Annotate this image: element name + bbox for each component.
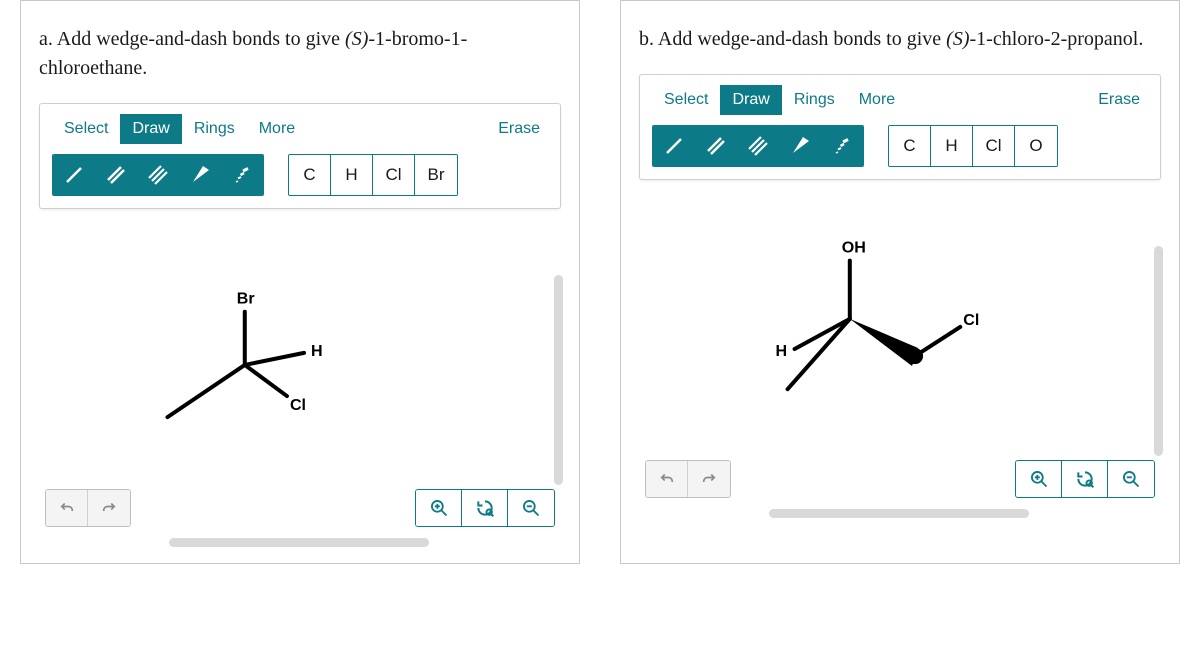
horizontal-scrollbar[interactable] <box>769 509 1029 518</box>
canvas-b[interactable]: OH H Cl <box>639 186 1161 516</box>
tab-draw[interactable]: Draw <box>720 85 781 115</box>
tab-more[interactable]: More <box>847 85 907 115</box>
tab-select[interactable]: Select <box>52 114 120 144</box>
atom-tools-b: C H Cl O <box>888 125 1058 167</box>
bond-triple-icon[interactable] <box>737 126 779 166</box>
tab-rings[interactable]: Rings <box>182 114 247 144</box>
bond-dash-icon[interactable] <box>821 126 863 166</box>
tab-draw[interactable]: Draw <box>120 114 181 144</box>
svg-text:Br: Br <box>237 290 255 308</box>
bond-double-icon[interactable] <box>695 126 737 166</box>
bond-tools-b <box>652 125 864 167</box>
zoom-out-icon[interactable] <box>1108 461 1154 497</box>
atom-h[interactable]: H <box>931 126 973 166</box>
undo-icon[interactable] <box>646 461 688 497</box>
atom-cl[interactable]: Cl <box>373 155 415 195</box>
panel-a: a. Add wedge-and-dash bonds to give (S)-… <box>20 0 580 564</box>
prompt-b: b. Add wedge-and-dash bonds to give (S)-… <box>639 25 1161 54</box>
tab-rings[interactable]: Rings <box>782 85 847 115</box>
atom-c[interactable]: C <box>889 126 931 166</box>
bond-wedge-icon[interactable] <box>179 155 221 195</box>
redo-icon[interactable] <box>88 490 130 526</box>
erase-button[interactable]: Erase <box>1090 85 1148 115</box>
zoom-b <box>1015 460 1155 498</box>
svg-text:H: H <box>311 342 323 360</box>
prompt-a-italic: (S) <box>345 28 368 50</box>
svg-text:Cl: Cl <box>963 311 979 329</box>
prompt-b-italic: (S) <box>946 28 969 50</box>
undo-redo-b <box>645 460 731 498</box>
vertical-scrollbar[interactable] <box>554 275 563 485</box>
atom-o[interactable]: O <box>1015 126 1057 166</box>
atom-tools-a: C H Cl Br <box>288 154 458 196</box>
tabrow-b: Select Draw Rings More Erase <box>652 85 1148 115</box>
zoom-reset-icon[interactable] <box>1062 461 1108 497</box>
atom-cl[interactable]: Cl <box>973 126 1015 166</box>
toolrow-a: C H Cl Br <box>52 154 548 196</box>
tabrow-a: Select Draw Rings More Erase <box>52 114 548 144</box>
toolbar-b: Select Draw Rings More Erase <box>639 74 1161 180</box>
bond-single-icon[interactable] <box>53 155 95 195</box>
bond-wedge-icon[interactable] <box>779 126 821 166</box>
zoom-out-icon[interactable] <box>508 490 554 526</box>
svg-text:H: H <box>776 342 788 360</box>
bond-double-icon[interactable] <box>95 155 137 195</box>
zoom-in-icon[interactable] <box>1016 461 1062 497</box>
redo-icon[interactable] <box>688 461 730 497</box>
erase-button[interactable]: Erase <box>490 114 548 144</box>
zoom-a <box>415 489 555 527</box>
bond-single-icon[interactable] <box>653 126 695 166</box>
tab-more[interactable]: More <box>247 114 307 144</box>
atom-br[interactable]: Br <box>415 155 457 195</box>
prompt-a: a. Add wedge-and-dash bonds to give (S)-… <box>39 25 561 83</box>
toolrow-b: C H Cl O <box>652 125 1148 167</box>
prompt-b-prefix: b. Add wedge-and-dash bonds to give <box>639 28 946 50</box>
prompt-a-prefix: a. Add wedge-and-dash bonds to give <box>39 28 345 50</box>
zoom-reset-icon[interactable] <box>462 490 508 526</box>
canvas-a[interactable]: Br H Cl <box>39 215 561 545</box>
atom-h[interactable]: H <box>331 155 373 195</box>
bond-tools-a <box>52 154 264 196</box>
svg-text:Cl: Cl <box>290 396 306 414</box>
prompt-b-suffix: -1-chloro-2-propanol. <box>970 28 1144 50</box>
tab-select[interactable]: Select <box>652 85 720 115</box>
undo-redo-a <box>45 489 131 527</box>
bond-dash-icon[interactable] <box>221 155 263 195</box>
bond-triple-icon[interactable] <box>137 155 179 195</box>
vertical-scrollbar[interactable] <box>1154 246 1163 456</box>
atom-c[interactable]: C <box>289 155 331 195</box>
zoom-in-icon[interactable] <box>416 490 462 526</box>
panel-b: b. Add wedge-and-dash bonds to give (S)-… <box>620 0 1180 564</box>
toolbar-a: Select Draw Rings More Erase <box>39 103 561 209</box>
svg-text:OH: OH <box>842 239 866 257</box>
undo-icon[interactable] <box>46 490 88 526</box>
horizontal-scrollbar[interactable] <box>169 538 429 547</box>
